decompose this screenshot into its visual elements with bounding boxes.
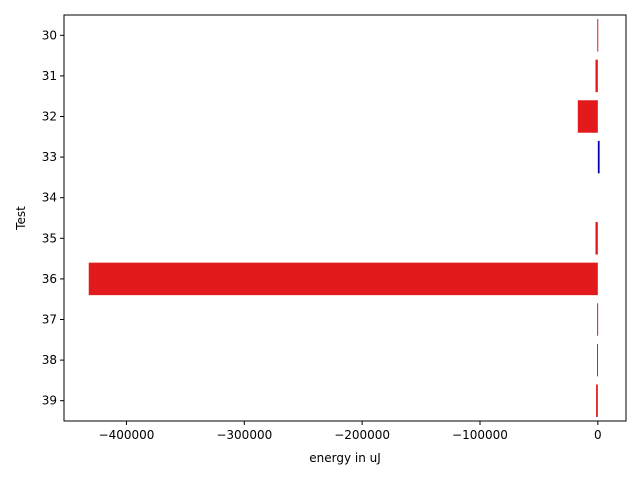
x-axis-ticks: −400000 −300000 −200000 −100000 0 (99, 421, 602, 442)
bar-test-31 (595, 59, 598, 93)
bars-layer (88, 19, 600, 417)
y-axis-ticks: 30 31 32 33 34 35 36 37 38 39 (42, 28, 64, 408)
y-tick-label: 33 (42, 150, 57, 164)
y-tick-label: 35 (42, 231, 57, 245)
x-tick-label: −400000 (99, 428, 155, 442)
bar-test-38 (597, 343, 599, 377)
bar-test-32 (577, 100, 598, 133)
bar-test-37 (597, 303, 599, 336)
y-tick-label: 37 (42, 313, 57, 327)
bar-test-36 (88, 262, 598, 296)
y-tick-label: 38 (42, 353, 57, 367)
x-tick-label: −300000 (216, 428, 272, 442)
x-tick-label: −100000 (452, 428, 508, 442)
x-tick-label: −200000 (334, 428, 390, 442)
bar-test-33 (597, 140, 600, 174)
y-tick-label: 34 (42, 191, 57, 205)
bar-test-30 (597, 19, 599, 52)
bar-test-39 (596, 384, 598, 417)
y-tick-label: 30 (42, 28, 57, 42)
y-tick-label: 32 (42, 110, 57, 124)
y-tick-label: 36 (42, 272, 57, 286)
axes-layer (63, 14, 627, 422)
bar-test-35 (595, 222, 598, 255)
x-axis-label: energy in uJ (309, 451, 381, 465)
y-tick-label: 31 (42, 69, 57, 83)
y-tick-label: 39 (42, 394, 57, 408)
y-axis-label: Test (14, 206, 28, 231)
x-tick-label: 0 (594, 428, 602, 442)
plot-frame (63, 14, 627, 422)
